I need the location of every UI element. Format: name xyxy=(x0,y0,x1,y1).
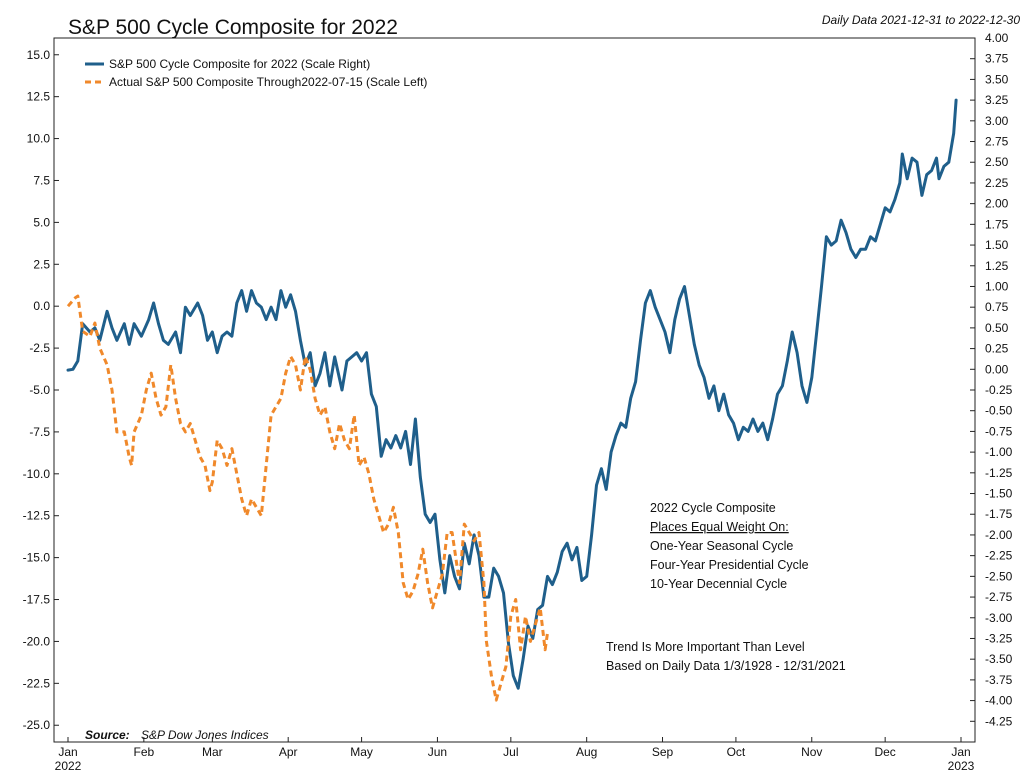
x-tick-label: Aug xyxy=(576,745,597,759)
series-layer xyxy=(66,98,958,702)
y-right-tick-label: 2.25 xyxy=(985,176,1009,190)
y-left-tick-label: -22.5 xyxy=(23,676,51,690)
composite-annotation: 2022 Cycle Composite Places Equal Weight… xyxy=(650,501,809,591)
source-value: S&P Dow Jones Indices xyxy=(141,728,269,742)
annotation-composite-line-3: 10-Year Decennial Cycle xyxy=(650,577,787,591)
trend-annotation: Trend Is More Important Than Level Based… xyxy=(606,640,846,673)
y-left-tick-label: 2.5 xyxy=(33,257,50,271)
y-right-tick-label: 3.25 xyxy=(985,93,1009,107)
y-right-tick-label: 3.50 xyxy=(985,72,1009,86)
y-axis-right: 4.00 3.75 3.50 3.25 3.00 2.75 2.50 2.25 2.00 1.75… xyxy=(970,31,1013,728)
x-tick-label: May xyxy=(350,745,373,759)
x-tick-label: Jun xyxy=(428,745,447,759)
annotation-composite-sub: Places Equal Weight On: xyxy=(650,520,789,534)
x-tick-year-label: 2023 xyxy=(948,759,975,773)
x-tick-label: Dec xyxy=(874,745,895,759)
y-left-tick-label: -2.5 xyxy=(29,341,50,355)
y-right-tick-label: -1.25 xyxy=(985,466,1013,480)
x-tick-label: Jul xyxy=(503,745,518,759)
y-right-tick-label: -2.50 xyxy=(985,569,1013,583)
y-left-tick-label: -10.0 xyxy=(23,467,51,481)
y-left-tick-label: 15.0 xyxy=(27,48,51,62)
series-line-composite xyxy=(66,98,958,690)
legend: S&P 500 Cycle Composite for 2022 (Scale … xyxy=(85,57,427,89)
legend-label-composite: S&P 500 Cycle Composite for 2022 (Scale … xyxy=(109,57,370,71)
y-left-tick-label: -17.5 xyxy=(23,593,51,607)
y-right-tick-label: -3.75 xyxy=(985,673,1013,687)
y-right-tick-label: -3.50 xyxy=(985,652,1013,666)
y-left-tick-label: -7.5 xyxy=(29,425,50,439)
source-label: Source: xyxy=(85,728,130,742)
annotation-composite-heading: 2022 Cycle Composite xyxy=(650,501,776,515)
y-right-tick-label: -2.25 xyxy=(985,549,1013,563)
y-right-tick-label: -4.00 xyxy=(985,694,1013,708)
y-right-tick-label: -0.25 xyxy=(985,383,1013,397)
x-tick-label: Oct xyxy=(727,745,746,759)
y-right-tick-label: -1.00 xyxy=(985,445,1013,459)
y-left-tick-label: -25.0 xyxy=(23,718,51,732)
date-range: Daily Data 2021-12-31 to 2022-12-30 xyxy=(822,13,1020,27)
chart-title: S&P 500 Cycle Composite for 2022 xyxy=(68,16,398,39)
y-right-tick-label: 0.50 xyxy=(985,321,1009,335)
y-right-tick-label: -3.00 xyxy=(985,611,1013,625)
annotation-trend-line-1: Trend Is More Important Than Level xyxy=(606,640,805,654)
y-left-tick-label: -5.0 xyxy=(29,383,50,397)
x-tick-year-label: 2022 xyxy=(55,759,82,773)
y-right-tick-label: -1.75 xyxy=(985,507,1013,521)
y-right-tick-label: -1.50 xyxy=(985,487,1013,501)
y-right-tick-label: 1.50 xyxy=(985,238,1009,252)
annotation-trend-line-2: Based on Daily Data 1/3/1928 - 12/31/202… xyxy=(606,659,846,673)
y-right-tick-label: 1.00 xyxy=(985,279,1009,293)
y-left-tick-label: -15.0 xyxy=(23,551,51,565)
y-right-tick-label: 2.75 xyxy=(985,135,1009,149)
x-tick-label: Jan xyxy=(58,745,77,759)
y-right-tick-label: 0.25 xyxy=(985,342,1009,356)
x-tick-label: Nov xyxy=(801,745,822,759)
annotation-composite-line-2: Four-Year Presidential Cycle xyxy=(650,558,809,572)
x-tick-label: Mar xyxy=(202,745,223,759)
y-right-tick-label: 3.75 xyxy=(985,52,1009,66)
y-right-tick-label: -2.00 xyxy=(985,528,1013,542)
y-left-tick-label: 12.5 xyxy=(27,90,51,104)
x-tick-label: Jan xyxy=(951,745,970,759)
x-tick-label: Apr xyxy=(279,745,298,759)
y-right-tick-label: 1.75 xyxy=(985,217,1009,231)
y-left-tick-label: 10.0 xyxy=(27,132,51,146)
y-right-tick-label: -0.75 xyxy=(985,424,1013,438)
legend-label-actual: Actual S&P 500 Composite Through2022-07-… xyxy=(109,75,427,89)
y-right-tick-label: 2.50 xyxy=(985,155,1009,169)
y-right-tick-label: 4.00 xyxy=(985,31,1009,45)
series-line-actual xyxy=(66,294,549,702)
y-right-tick-label: -4.25 xyxy=(985,714,1013,728)
y-left-tick-label: 5.0 xyxy=(33,215,50,229)
y-right-tick-label: 0.00 xyxy=(985,362,1009,376)
y-right-tick-label: 3.00 xyxy=(985,114,1009,128)
source-note: Source: S&P Dow Jones Indices xyxy=(85,728,269,742)
y-right-tick-label: -2.75 xyxy=(985,590,1013,604)
y-left-tick-label: 7.5 xyxy=(33,173,50,187)
x-tick-label: Sep xyxy=(652,745,674,759)
y-left-tick-label: 0.0 xyxy=(33,299,50,313)
annotation-composite-line-1: One-Year Seasonal Cycle xyxy=(650,539,793,553)
x-tick-label: Feb xyxy=(134,745,155,759)
y-right-tick-label: 2.00 xyxy=(985,197,1009,211)
y-right-tick-label: 1.25 xyxy=(985,259,1009,273)
y-right-tick-label: -0.50 xyxy=(985,404,1013,418)
y-axis-left: 15.0 12.5 10.0 7.5 5.0 2.5 0.0 -2.5 -5.0 -7.5 -10.… xyxy=(23,48,59,732)
y-left-tick-label: -12.5 xyxy=(23,509,51,523)
y-right-tick-label: 0.75 xyxy=(985,300,1009,314)
y-left-tick-label: -20.0 xyxy=(23,634,51,648)
y-right-tick-label: -3.25 xyxy=(985,631,1013,645)
